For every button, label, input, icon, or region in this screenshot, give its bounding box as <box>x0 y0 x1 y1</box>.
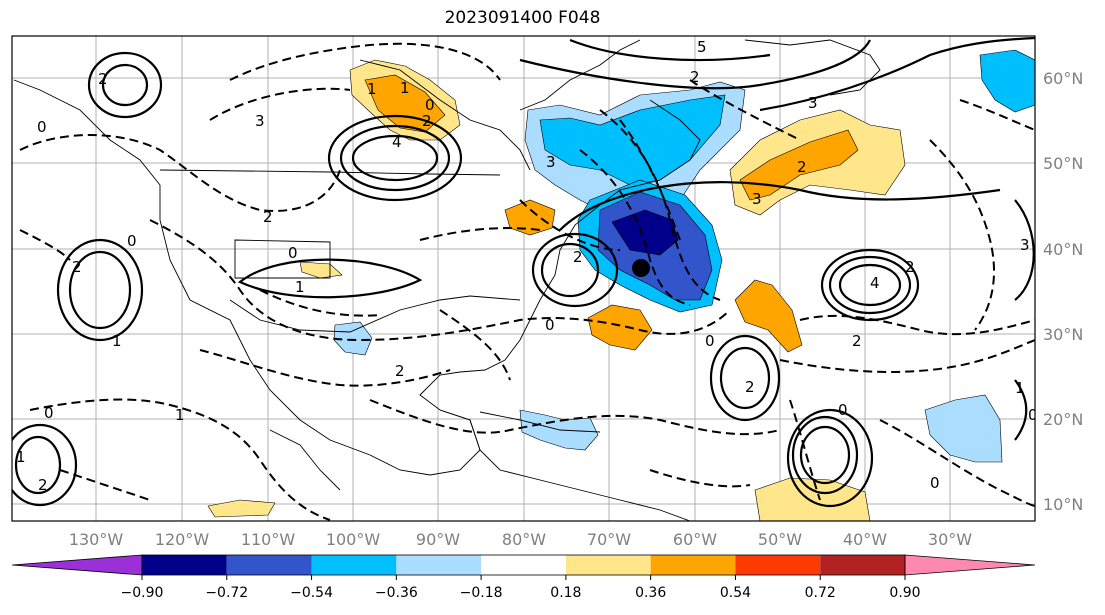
shade-positive-pacific-south <box>207 499 276 518</box>
shade-positive-plains <box>299 261 343 279</box>
colorbar-swatch <box>565 555 651 575</box>
contour-label: 3 <box>752 190 762 208</box>
colorbar-extend-high <box>904 554 1036 576</box>
shade-positive-midatlantic <box>734 279 803 353</box>
contours <box>12 36 1035 521</box>
contour-label: 0 <box>37 118 47 136</box>
colorbar-tick-label: −0.54 <box>290 585 333 601</box>
shade-negative-atlantic-core <box>611 209 679 256</box>
contour-label: 2 <box>852 332 862 350</box>
colorbar-tick-label: 0.54 <box>720 585 751 601</box>
colorbar-swatch <box>735 555 821 575</box>
contour-label: 2 <box>905 258 915 276</box>
latitude-axis: 60°N 50°N 40°N 30°N 20°N 10°N <box>1043 69 1083 514</box>
lat-label: 40°N <box>1043 240 1083 259</box>
colorbar-tick-label: −0.36 <box>375 585 418 601</box>
colorbar-swatch <box>226 555 312 575</box>
contour-label: 0 <box>930 474 940 492</box>
contour-label: 5 <box>697 38 707 56</box>
contour-label: 0 <box>545 316 555 334</box>
contour-label: 1 <box>112 332 122 350</box>
contour-label: 2 <box>38 476 48 494</box>
contour-label: 2 <box>690 68 700 86</box>
contour-label: 1 <box>367 80 377 98</box>
colorbar-tick-label: 0.72 <box>805 585 836 601</box>
contour-label: 0 <box>705 332 715 350</box>
lat-label: 50°N <box>1043 154 1083 173</box>
colorbar-swatch <box>311 555 397 575</box>
contour-label: 1 <box>295 278 305 296</box>
contour-label: 1 <box>175 406 185 424</box>
contour-label: 3 <box>546 153 556 171</box>
colorbar-tick-label: 0.90 <box>889 585 920 601</box>
colorbar-swatch <box>396 555 482 575</box>
contour-label: 4 <box>870 274 880 292</box>
lon-label: 30°W <box>928 530 972 549</box>
lon-label: 60°W <box>673 530 717 549</box>
contour-label: 2 <box>422 112 432 130</box>
shade-negative-northeast-corner <box>979 49 1035 113</box>
contour-label: 2 <box>263 208 273 226</box>
contour-label: 0 <box>44 404 54 422</box>
contour-label: 1 <box>1015 379 1025 397</box>
contour-label: 3 <box>1020 236 1030 254</box>
colorbar-swatch <box>481 555 566 575</box>
lon-label: 90°W <box>416 530 460 549</box>
lat-label: 30°N <box>1043 325 1083 344</box>
shade-negative-eastatlantic <box>924 394 1003 463</box>
coastlines <box>13 39 881 521</box>
contour-label: 2 <box>797 158 807 176</box>
lat-label: 20°N <box>1043 410 1083 429</box>
shade-positive-bermuda <box>587 304 653 351</box>
storm-center-marker <box>632 259 650 277</box>
contour-label: 2 <box>745 378 755 396</box>
contour-label: 2 <box>98 70 108 88</box>
lat-label: 60°N <box>1043 69 1083 88</box>
colorbar: −0.90 −0.72 −0.54 −0.36 −0.18 0.18 0.36 0.54 0.7… <box>11 554 1036 601</box>
map-title: 2023091400 F048 <box>444 8 601 28</box>
colorbar-tick-label: −0.90 <box>121 585 164 601</box>
lon-label: 130°W <box>69 530 124 549</box>
shaded-fields <box>207 49 1035 521</box>
colorbar-tick-label: 0.18 <box>550 585 581 601</box>
lon-label: 40°W <box>843 530 887 549</box>
contour-label: 2 <box>72 258 82 276</box>
contour-label: 2 <box>395 362 405 380</box>
map-border <box>11 35 1036 522</box>
colorbar-tick-label: −0.72 <box>205 585 248 601</box>
longitude-axis: 130°W 120°W 110°W 100°W 90°W 80°W 70°W 6… <box>69 530 972 549</box>
contour-label: 0 <box>425 96 435 114</box>
lat-label: 10°N <box>1043 495 1083 514</box>
colorbar-tick-label: 0.36 <box>635 585 666 601</box>
lon-label: 100°W <box>326 530 381 549</box>
contour-label: 0 <box>288 244 298 262</box>
colorbar-swatch <box>142 555 227 575</box>
contour-labels: 2 3 0 1 4 2 1 0 2 5 2 3 3 2 0 1 3 0 2 4 … <box>16 38 1038 494</box>
lon-label: 120°W <box>155 530 210 549</box>
colorbar-tick-label: −0.18 <box>460 585 503 601</box>
contour-label: 2 <box>573 248 583 266</box>
contour-label: 1 <box>400 79 410 97</box>
contour-label: 3 <box>808 94 818 112</box>
shade-positive-northatlantic-core <box>739 129 859 201</box>
colorbar-swatch <box>820 555 905 575</box>
lon-label: 70°W <box>587 530 631 549</box>
contour-label: 0 <box>127 232 137 250</box>
contour-label: 3 <box>255 112 265 130</box>
lon-label: 80°W <box>502 530 546 549</box>
contour-label: 0 <box>1028 406 1038 424</box>
colorbar-swatch <box>650 555 736 575</box>
lon-label: 110°W <box>241 530 296 549</box>
lon-label: 50°W <box>758 530 802 549</box>
colorbar-outline <box>141 554 906 576</box>
shade-negative-gulf <box>333 321 373 356</box>
colorbar-extend-low <box>11 554 143 576</box>
contour-label: 4 <box>392 133 402 151</box>
contour-label: 1 <box>16 448 26 466</box>
contour-label: 0 <box>838 401 848 419</box>
